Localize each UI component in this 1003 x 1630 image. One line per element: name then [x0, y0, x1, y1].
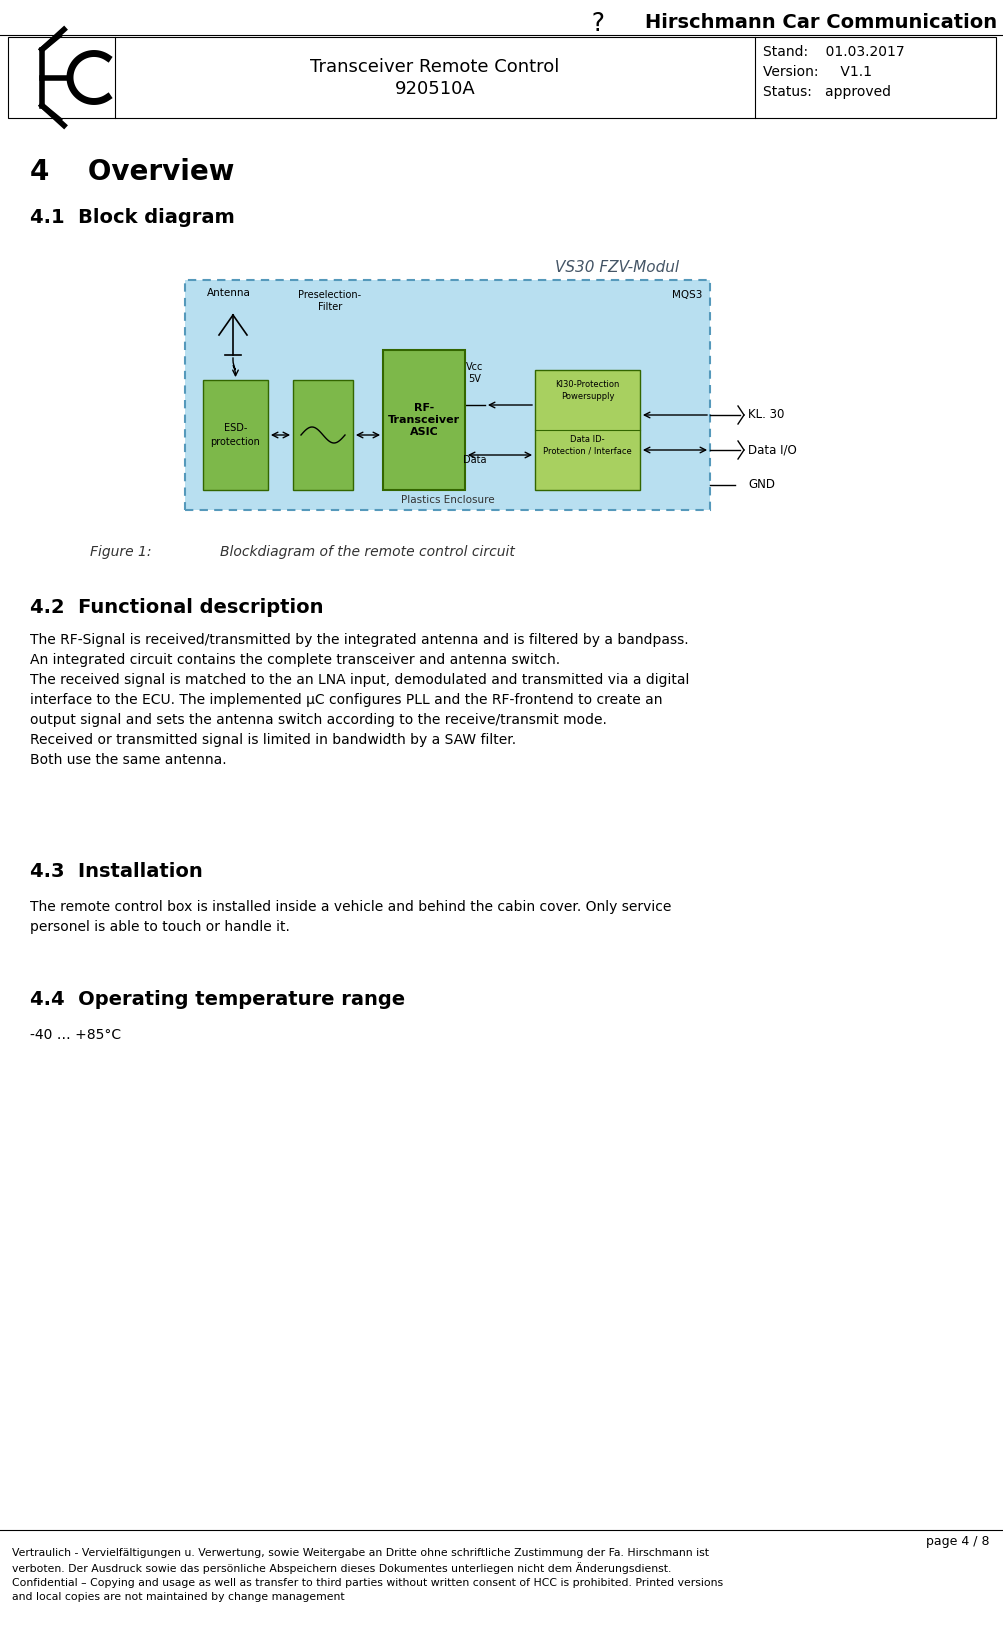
- Text: 4.4  Operating temperature range: 4.4 Operating temperature range: [30, 989, 405, 1009]
- Text: The remote control box is installed inside a vehicle and behind the cabin cover.: The remote control box is installed insi…: [30, 900, 671, 934]
- Text: Transceiver: Transceiver: [387, 416, 459, 425]
- Bar: [8, 37, 995, 117]
- Text: Protection / Interface: Protection / Interface: [543, 447, 631, 455]
- Text: 920510A: 920510A: [394, 80, 474, 98]
- Bar: [293, 380, 353, 491]
- Text: Vertraulich - Vervielfältigungen u. Verwertung, sowie Weitergabe an Dritte ohne : Vertraulich - Vervielfältigungen u. Verw…: [12, 1548, 722, 1602]
- Text: Plastics Enclosure: Plastics Enclosure: [400, 496, 493, 505]
- Text: MQS3: MQS3: [671, 290, 701, 300]
- Text: Preselection-: Preselection-: [298, 290, 361, 300]
- Text: Hirschmann Car Communication: Hirschmann Car Communication: [644, 13, 996, 31]
- Text: Version:     V1.1: Version: V1.1: [762, 65, 872, 78]
- Bar: [535, 370, 639, 491]
- Text: Status:   approved: Status: approved: [762, 85, 890, 99]
- Text: 5V: 5V: [468, 373, 481, 385]
- Text: Transceiver Remote Control: Transceiver Remote Control: [310, 59, 559, 77]
- Text: 4.1  Block diagram: 4.1 Block diagram: [30, 209, 235, 227]
- Text: Stand:    01.03.2017: Stand: 01.03.2017: [762, 46, 904, 59]
- Text: Blockdiagram of the remote control circuit: Blockdiagram of the remote control circu…: [220, 544, 515, 559]
- Text: ESD-: ESD-: [224, 424, 247, 434]
- Text: page 4 / 8: page 4 / 8: [926, 1535, 989, 1548]
- Text: Data I/O: Data I/O: [747, 443, 796, 456]
- Text: ¿: ¿: [589, 10, 602, 34]
- Text: -40 … +85°C: -40 … +85°C: [30, 1029, 121, 1042]
- Text: 4.3  Installation: 4.3 Installation: [30, 862, 203, 880]
- Text: Figure 1:: Figure 1:: [90, 544, 151, 559]
- Text: RF-: RF-: [413, 403, 433, 412]
- Bar: [185, 280, 709, 510]
- Text: ASIC: ASIC: [409, 427, 438, 437]
- Bar: [382, 350, 464, 491]
- Text: Powersupply: Powersupply: [561, 391, 614, 401]
- Text: VS30 FZV-Modul: VS30 FZV-Modul: [555, 261, 678, 275]
- Text: Antenna: Antenna: [207, 289, 251, 298]
- Text: 4    Overview: 4 Overview: [30, 158, 234, 186]
- Text: The RF-Signal is received/transmitted by the integrated antenna and is filtered : The RF-Signal is received/transmitted by…: [30, 632, 689, 768]
- Text: GND: GND: [747, 479, 774, 492]
- Bar: [203, 380, 268, 491]
- Text: KL. 30: KL. 30: [747, 409, 783, 422]
- Text: Vcc: Vcc: [465, 362, 483, 372]
- Text: Filter: Filter: [318, 302, 342, 311]
- Text: protection: protection: [211, 437, 260, 447]
- Text: 4.2  Functional description: 4.2 Functional description: [30, 598, 323, 618]
- Text: Data ID-: Data ID-: [570, 435, 604, 443]
- Text: KI30-Protection: KI30-Protection: [555, 380, 619, 390]
- Text: Data: Data: [462, 455, 486, 465]
